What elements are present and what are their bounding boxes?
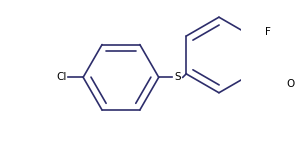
Text: Cl: Cl — [56, 72, 67, 82]
Text: S: S — [174, 72, 181, 82]
Text: O: O — [287, 79, 295, 89]
Text: F: F — [265, 27, 270, 37]
